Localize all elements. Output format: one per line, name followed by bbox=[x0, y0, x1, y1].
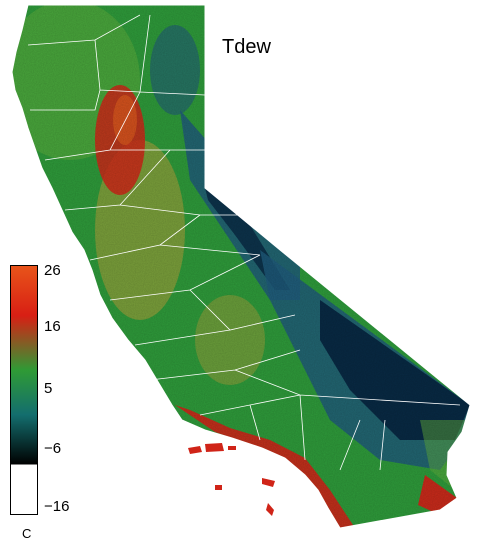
island-anacapa bbox=[228, 446, 236, 450]
island-santa-rosa bbox=[205, 443, 224, 452]
legend-tick-label: 26 bbox=[44, 262, 61, 279]
legend-unit-label: C bbox=[22, 526, 32, 541]
county-line bbox=[27, 14, 461, 471]
legend-tick-label: −6 bbox=[44, 440, 62, 457]
island-san-nicolas bbox=[215, 485, 222, 490]
channel-islands bbox=[188, 443, 275, 516]
legend-tick-label: 5 bbox=[44, 380, 53, 397]
legend-tick-label: 16 bbox=[44, 318, 61, 335]
island-santa-cruz bbox=[188, 446, 202, 454]
map-title: Tdew bbox=[222, 36, 271, 58]
color-scale-bar bbox=[10, 265, 38, 515]
island-santa-catalina bbox=[262, 478, 275, 487]
county-boundaries bbox=[27, 14, 461, 471]
island-san-clemente bbox=[266, 503, 274, 516]
legend-tick-label: −16 bbox=[44, 498, 70, 515]
